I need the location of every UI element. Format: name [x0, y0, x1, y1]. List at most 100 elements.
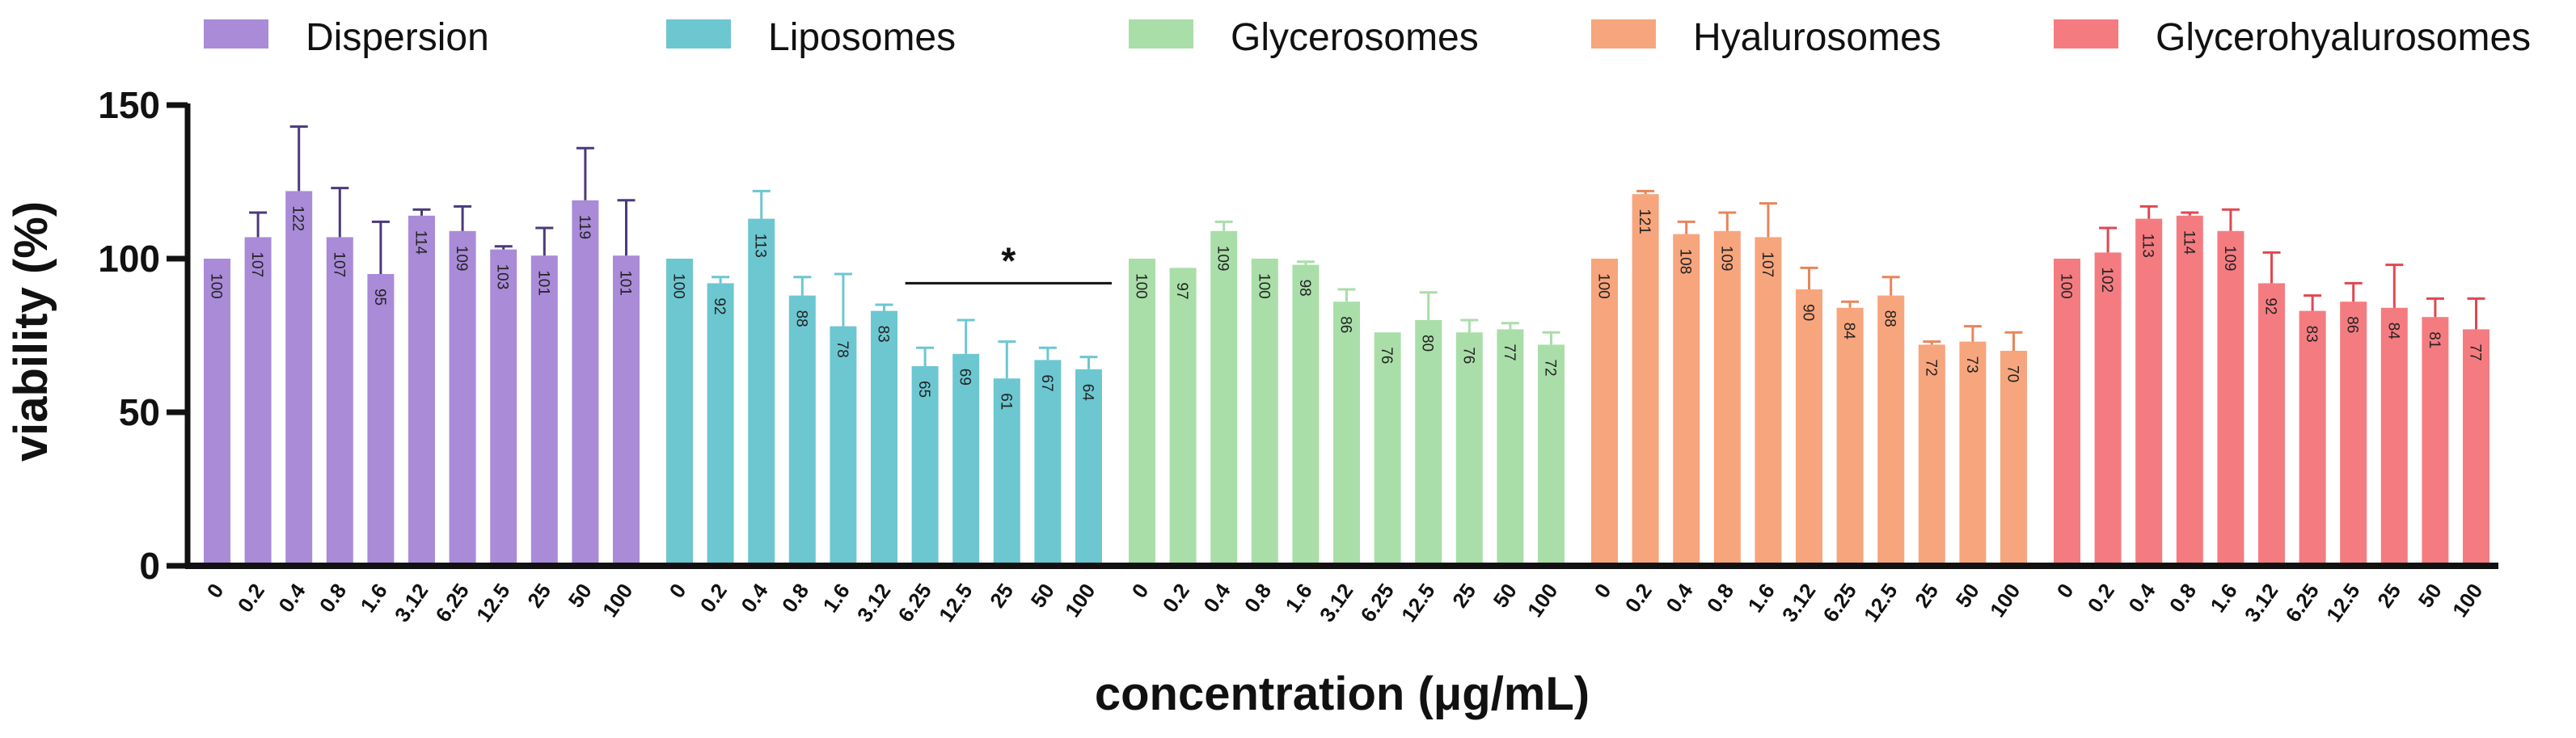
data-label: 114 [2180, 230, 2197, 255]
data-label: 100 [1133, 273, 1150, 299]
bar [993, 378, 1020, 566]
x-tick-label: 1.6 [1743, 579, 1780, 617]
x-tick-label: 0.4 [273, 579, 310, 617]
x-tick-label: 25 [1447, 579, 1480, 612]
bar [2176, 215, 2203, 566]
bar [2135, 218, 2163, 566]
data-label: 109 [2221, 246, 2238, 272]
x-tick-label: 12.5 [2321, 579, 2365, 626]
x-tick-label: 6.25 [1818, 579, 1861, 626]
x-tick-label: 0.8 [1702, 579, 1738, 617]
data-label: 100 [1255, 273, 1272, 299]
data-label: 121 [1636, 209, 1653, 234]
bar [830, 326, 857, 566]
bar [1292, 264, 1320, 566]
data-label: 83 [2303, 326, 2320, 343]
y-tick-label: 0 [139, 545, 160, 587]
bar [2463, 329, 2489, 566]
data-label: 97 [1173, 282, 1190, 299]
data-label: 103 [494, 264, 511, 290]
bar [2340, 302, 2367, 566]
x-axis-title: concentration (μg/mL) [1095, 668, 1590, 720]
data-label: 84 [1840, 323, 1857, 340]
data-label: 109 [453, 246, 470, 272]
bar [952, 353, 980, 566]
x-tick-label: 50 [1026, 579, 1059, 612]
data-label: 92 [2262, 297, 2279, 314]
data-label: 65 [915, 381, 932, 398]
data-label: 61 [997, 393, 1014, 410]
x-tick-label: 12.5 [471, 579, 515, 626]
data-label: 73 [1963, 356, 1980, 373]
bar [1455, 332, 1483, 566]
bar [788, 295, 816, 566]
legend: Dispersion Liposomes Glycerosomes Hyaluroso… [204, 16, 2531, 59]
legend-swatch [1591, 19, 1656, 48]
x-tick-label: 3.12 [852, 579, 896, 626]
y-tick-label: 50 [119, 391, 160, 433]
x-tick-label: 100 [1522, 579, 1562, 622]
data-label: 90 [1800, 304, 1817, 321]
x-tick-label: 6.25 [430, 579, 474, 626]
bar [613, 255, 640, 566]
data-label: 92 [711, 297, 728, 314]
data-label: 81 [2426, 331, 2443, 348]
x-tick-label: 0.2 [2083, 579, 2119, 617]
data-label: 113 [752, 234, 769, 258]
bar [326, 237, 353, 566]
data-label: 69 [956, 369, 973, 386]
data-label: 100 [1595, 273, 1612, 299]
legend-label: Dispersion [306, 16, 489, 59]
x-tick-label: 0.8 [777, 579, 813, 617]
legend-item-dispersion: Dispersion [204, 16, 489, 59]
data-label: 80 [1419, 335, 1436, 352]
bar [285, 191, 313, 566]
x-tick-label: 25 [522, 579, 555, 612]
x-tick-label: 50 [564, 579, 597, 612]
bar [204, 259, 230, 566]
bar [1836, 307, 1864, 566]
bar [1251, 259, 1278, 566]
data-label: 86 [2344, 316, 2361, 333]
bar [1034, 360, 1062, 566]
bar [1591, 259, 1618, 566]
data-label: 98 [1296, 280, 1313, 297]
series-dispersion: 100 107 122 107 95 114 109 103 101 119 101 [204, 125, 640, 567]
x-tick-label: 0.4 [2123, 579, 2160, 617]
bar [1713, 230, 1741, 566]
bar [1673, 234, 1700, 566]
x-tick-label: 25 [985, 579, 1018, 612]
x-tick-label: 25 [1910, 579, 1943, 612]
x-tick-label: 6.25 [893, 579, 936, 626]
data-label: 101 [617, 270, 634, 296]
data-label: 114 [412, 230, 429, 255]
bar [707, 283, 734, 566]
series-glycerohyalurosomes: 100 102 113 114 109 92 83 86 84 81 77 [2054, 205, 2489, 566]
data-label: 86 [1337, 316, 1354, 333]
legend-swatch [204, 19, 268, 48]
x-tick-label: 3.12 [1777, 579, 1821, 626]
bar [1877, 295, 1905, 566]
x-tick-label: 12.5 [1859, 579, 1902, 626]
bar [666, 259, 693, 566]
bar [490, 249, 517, 566]
x-tick-label: 0 [202, 579, 229, 602]
data-label: 119 [576, 215, 593, 239]
significance-marker: * [1001, 239, 1016, 281]
x-tick-label: 3.12 [2240, 579, 2283, 626]
data-label: 70 [2004, 365, 2021, 382]
legend-item-liposomes: Liposomes [666, 16, 956, 59]
legend-label: Hyalurosomes [1693, 16, 1941, 59]
bar [871, 310, 897, 566]
bar [1415, 320, 1442, 566]
bar [1497, 329, 1524, 566]
data-label: 88 [792, 310, 809, 327]
bar [2422, 317, 2449, 566]
bar [408, 215, 435, 566]
data-label: 95 [371, 289, 388, 306]
y-axis-title: viability (%) [5, 201, 57, 462]
bar [748, 218, 775, 566]
x-tick-label: 12.5 [934, 579, 978, 626]
data-label: 77 [1501, 344, 1518, 361]
